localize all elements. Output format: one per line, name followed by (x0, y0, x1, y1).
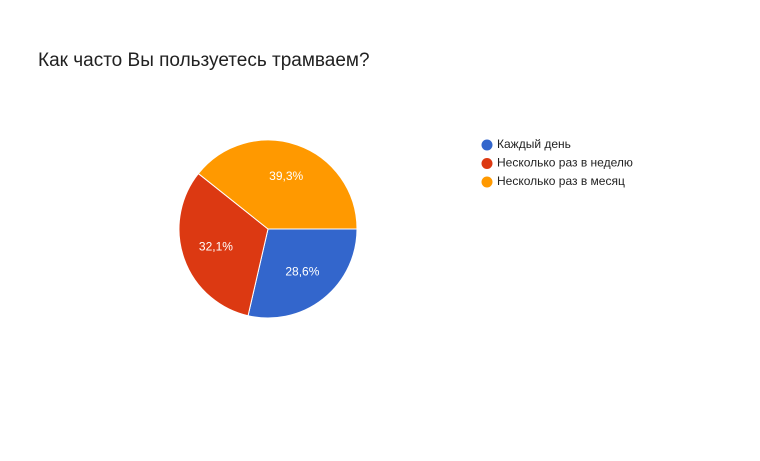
pie-slice (197, 139, 358, 230)
pie-slice (178, 172, 269, 317)
legend-swatch[interactable] (481, 176, 493, 188)
legend-label[interactable]: Несколько раз в месяц (497, 174, 625, 188)
legend-label[interactable]: Несколько раз в неделю (497, 156, 633, 170)
legend-swatch[interactable] (481, 139, 493, 151)
legend-swatch[interactable] (481, 158, 493, 169)
chart-title: Как часто Вы пользуетесь трамваем? (38, 50, 370, 71)
slice-label: 32,1% (199, 239, 233, 253)
slice-label: 28,6% (285, 264, 319, 278)
pie-slice (247, 228, 358, 319)
legend-label[interactable]: Каждый день (497, 137, 571, 151)
slice-label: 39,3% (269, 169, 303, 183)
